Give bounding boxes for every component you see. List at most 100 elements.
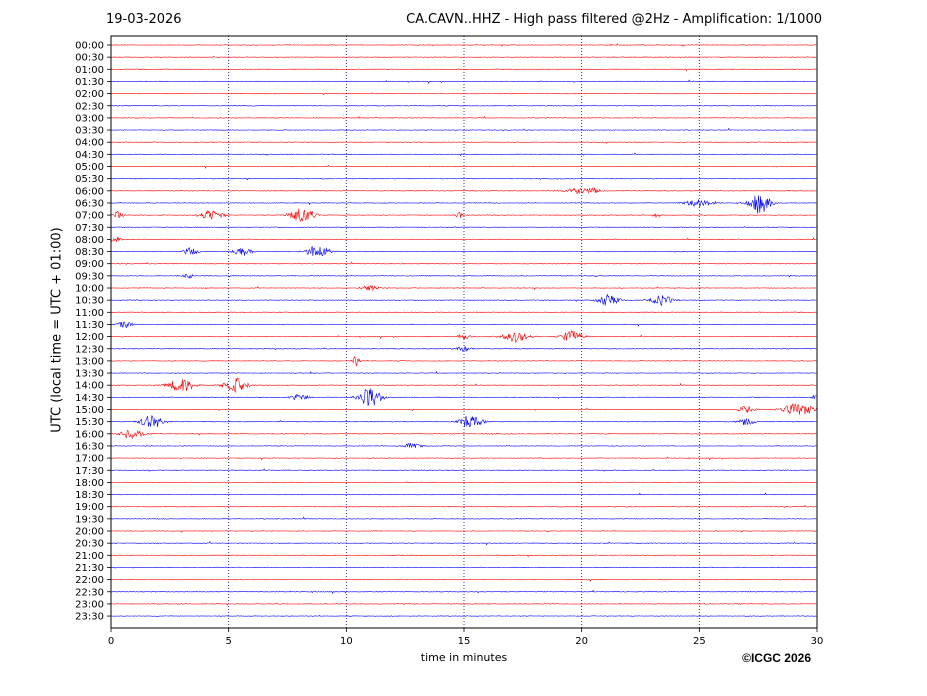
y-tick-label: 03:00 xyxy=(75,113,104,124)
trace-row-1730 xyxy=(110,468,817,472)
trace-row-2230 xyxy=(110,589,817,595)
y-tick-label: 14:30 xyxy=(75,393,104,404)
y-tick-label: 07:30 xyxy=(75,223,104,234)
y-tick-label: 16:30 xyxy=(75,441,104,452)
y-tick-label: 19:30 xyxy=(75,514,104,525)
y-tick-label: 01:00 xyxy=(75,65,104,76)
trace-lines xyxy=(110,43,817,617)
y-tick-label: 08:00 xyxy=(75,235,104,246)
trace-row-0330 xyxy=(110,127,817,132)
y-tick-label: 06:00 xyxy=(75,186,104,197)
trace-row-0530 xyxy=(110,177,817,181)
trace-row-0930 xyxy=(111,273,817,279)
x-tick-label: 15 xyxy=(458,636,471,647)
y-tick-label: 08:30 xyxy=(75,247,104,258)
y-tick-label: 20:00 xyxy=(75,527,104,538)
trace-row-2330 xyxy=(110,615,817,617)
trace-row-0230 xyxy=(111,104,817,107)
trace-row-1100 xyxy=(110,311,817,314)
y-tick-label: 13:30 xyxy=(75,369,104,380)
trace-row-0400 xyxy=(110,141,817,144)
trace-row-2000 xyxy=(110,530,817,533)
y-tick-label: 11:30 xyxy=(75,320,104,331)
trace-row-0730 xyxy=(110,226,817,228)
trace-row-2200 xyxy=(110,578,817,582)
x-tick-label: 0 xyxy=(108,636,114,647)
trace-row-1430 xyxy=(110,388,817,406)
y-tick-label: 18:30 xyxy=(75,490,104,501)
y-tick-label: 02:30 xyxy=(75,101,104,112)
trace-row-0130 xyxy=(110,79,817,84)
trace-row-0700 xyxy=(110,208,817,222)
trace-row-0200 xyxy=(110,92,817,96)
trace-row-2300 xyxy=(110,602,817,606)
y-tick-label: 21:00 xyxy=(75,551,104,562)
x-tick-label: 10 xyxy=(340,636,353,647)
trace-row-0430 xyxy=(110,152,817,157)
y-tick-label: 04:00 xyxy=(75,138,104,149)
x-tick-label: 20 xyxy=(575,636,588,647)
y-tick-label: 04:30 xyxy=(75,150,104,161)
y-tick-label: 01:30 xyxy=(75,77,104,88)
x-tick-label: 30 xyxy=(811,636,824,647)
y-tick-label: 20:30 xyxy=(75,539,104,550)
plot-frame xyxy=(110,35,818,629)
plot-title: CA.CAVN..HHZ - High pass filtered @2Hz -… xyxy=(406,12,822,27)
x-tick-label: 25 xyxy=(693,636,706,647)
y-tick-label: 12:30 xyxy=(75,344,104,355)
y-tick-label: 17:00 xyxy=(75,454,104,465)
trace-row-1300 xyxy=(110,355,817,367)
y-tick-label: 02:00 xyxy=(75,89,104,100)
trace-row-0830 xyxy=(110,246,817,257)
trace-row-1900 xyxy=(111,505,817,508)
y-tick-label: 18:00 xyxy=(75,478,104,489)
y-tick-label: 23:00 xyxy=(75,599,104,610)
y-tick-label: 14:00 xyxy=(75,381,104,392)
y-tick-label: 21:30 xyxy=(75,563,104,574)
trace-row-1830 xyxy=(110,492,817,496)
trace-row-0630 xyxy=(110,195,817,214)
trace-row-1600 xyxy=(110,430,817,440)
y-axis-label: UTC (local time = UTC + 01:00) xyxy=(49,227,65,433)
trace-row-1030 xyxy=(110,293,817,306)
trace-row-1530 xyxy=(110,415,817,428)
y-tick-label: 23:30 xyxy=(75,612,104,623)
grid-lines xyxy=(228,36,700,628)
trace-row-1230 xyxy=(110,346,817,352)
trace-row-0030 xyxy=(110,56,817,58)
trace-row-1330 xyxy=(110,370,817,374)
trace-row-1400 xyxy=(110,377,817,394)
y-tick-label: 19:00 xyxy=(75,502,104,513)
y-tick-label: 09:00 xyxy=(75,259,104,270)
trace-row-1130 xyxy=(110,321,817,329)
trace-row-0300 xyxy=(110,115,817,119)
y-tick-label: 13:00 xyxy=(75,356,104,367)
trace-row-2100 xyxy=(111,554,817,558)
x-tick-labels: 0 5 10 15 20 25 30 xyxy=(108,628,824,647)
y-tick-label: 10:30 xyxy=(75,296,104,307)
y-tick-label: 05:30 xyxy=(75,174,104,185)
y-tick-label: 03:30 xyxy=(75,126,104,137)
trace-row-0100 xyxy=(110,68,817,72)
trace-row-1000 xyxy=(110,285,817,292)
trace-row-1700 xyxy=(111,456,817,461)
y-tick-label: 11:00 xyxy=(75,308,104,319)
trace-row-0900 xyxy=(110,261,817,265)
trace-row-1200 xyxy=(110,330,817,343)
y-tick-label: 06:30 xyxy=(75,198,104,209)
y-tick-label: 00:30 xyxy=(75,53,104,64)
trace-row-2130 xyxy=(110,566,817,569)
plot-date: 19-03-2026 xyxy=(106,12,182,27)
trace-row-1930 xyxy=(111,516,817,520)
trace-row-0800 xyxy=(110,236,817,243)
y-tick-label: 15:30 xyxy=(75,417,104,428)
trace-row-1500 xyxy=(110,402,817,415)
trace-row-1630 xyxy=(110,443,817,449)
copyright-label: ©ICGC 2026 xyxy=(742,651,811,665)
y-tick-label: 22:00 xyxy=(75,575,104,586)
y-tick-label: 15:00 xyxy=(75,405,104,416)
y-tick-label: 09:30 xyxy=(75,271,104,282)
x-axis-label: time in minutes xyxy=(420,651,508,664)
trace-row-0500 xyxy=(110,164,817,169)
